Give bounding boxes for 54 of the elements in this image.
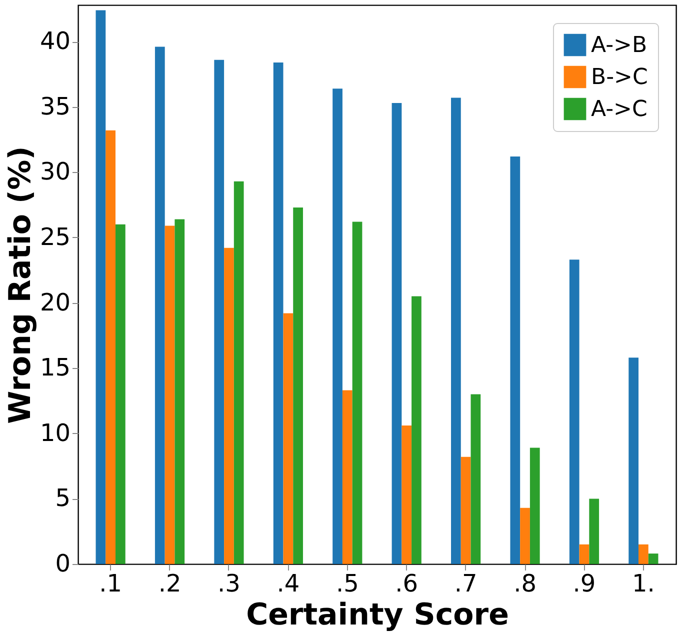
- bar: [283, 313, 294, 564]
- bar: [164, 226, 175, 564]
- bar: [154, 46, 165, 564]
- bar: [510, 156, 520, 564]
- y-tick-label: 20: [40, 288, 70, 316]
- bar: [520, 508, 530, 564]
- bar: [342, 390, 352, 564]
- bar: [460, 456, 471, 564]
- bar: [569, 260, 580, 564]
- x-tick-label: .4: [276, 570, 300, 598]
- y-axis-title: Wrong Ratio (%): [2, 146, 38, 424]
- bar: [234, 181, 244, 564]
- bar: [470, 394, 481, 564]
- y-tick-label: 25: [40, 222, 70, 251]
- x-tick-label: .5: [336, 570, 359, 598]
- x-tick-label: .6: [395, 570, 418, 598]
- bar: [106, 130, 116, 564]
- bar: [648, 554, 658, 564]
- bar: [174, 219, 185, 564]
- bar: [451, 98, 461, 564]
- bar: [332, 88, 342, 564]
- x-tick-label: 1.: [632, 570, 655, 598]
- bar: [530, 448, 540, 564]
- legend-label: A->B: [591, 33, 648, 58]
- legend-label: B->C: [591, 65, 648, 90]
- bar: [589, 498, 600, 564]
- legend-label: A->C: [591, 97, 648, 122]
- bar: [293, 207, 303, 564]
- x-tick-label: .7: [454, 570, 478, 598]
- y-tick-label: 10: [40, 418, 70, 447]
- bar: [628, 358, 638, 564]
- x-tick-label: .2: [158, 570, 182, 598]
- bar: [402, 426, 412, 564]
- x-tick-label: .1: [99, 570, 122, 598]
- bar: [224, 248, 234, 564]
- x-tick-label: .9: [572, 570, 596, 598]
- y-tick-label: 40: [40, 27, 70, 56]
- bar: [116, 224, 126, 564]
- bar: [638, 544, 648, 564]
- y-tick-label: 35: [40, 92, 70, 120]
- y-tick-label: 15: [40, 354, 70, 382]
- bar: [273, 62, 284, 564]
- y-tick-label: 0: [55, 550, 70, 578]
- x-tick-label: .3: [218, 570, 240, 598]
- x-tick-label: .8: [514, 570, 536, 598]
- y-tick-label: 30: [40, 158, 70, 186]
- bar: [352, 222, 362, 564]
- bar: [392, 102, 402, 564]
- bar: [412, 296, 422, 564]
- x-axis-title: Certainty Score: [246, 598, 509, 632]
- bar: [579, 544, 590, 564]
- bar: [214, 60, 224, 564]
- bar: [96, 10, 106, 564]
- y-tick-label: 5: [55, 484, 70, 512]
